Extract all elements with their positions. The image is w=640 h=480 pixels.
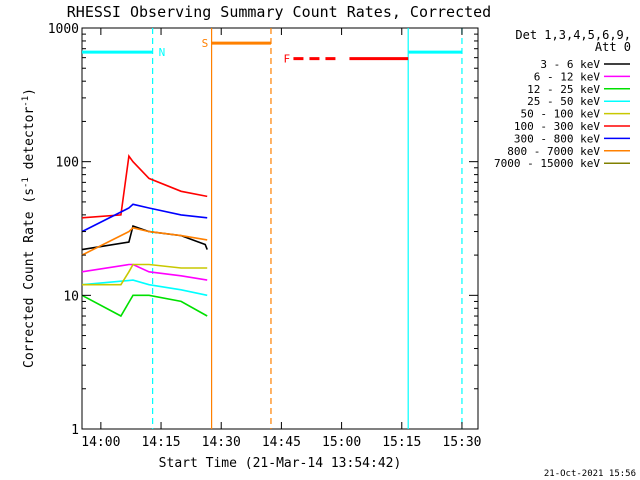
flag-label-f: F bbox=[283, 53, 290, 66]
y-tick-label: 10 bbox=[63, 289, 79, 304]
x-tick-label: 14:15 bbox=[141, 435, 180, 450]
series-line-2 bbox=[81, 294, 208, 318]
plot-frame bbox=[81, 27, 479, 430]
legend-header-detectors: Det 1,3,4,5,6,9, bbox=[515, 28, 631, 42]
y-axis-ticks: 1 10 100 1000 bbox=[48, 22, 478, 438]
legend-entry-label: 3 - 6 keV bbox=[540, 58, 600, 71]
legend-entry-label: 50 - 100 keV bbox=[521, 108, 601, 121]
flag-bars: N S F bbox=[82, 37, 462, 66]
y-axis-label-sup2: -1 bbox=[21, 96, 31, 107]
x-tick-label: 15:15 bbox=[382, 435, 421, 450]
legend-entry-label: 12 - 25 keV bbox=[527, 83, 600, 96]
legend-header-attenuator: Att 0 bbox=[595, 40, 631, 54]
y-tick-label: 100 bbox=[56, 156, 79, 171]
flag-label-n: N bbox=[159, 46, 166, 59]
x-tick-label: 14:00 bbox=[81, 435, 120, 450]
legend-entry-label: 6 - 12 keV bbox=[534, 70, 601, 83]
x-tick-label: 15:00 bbox=[322, 435, 361, 450]
series-line-5 bbox=[81, 154, 208, 219]
series-line-3 bbox=[81, 279, 208, 297]
legend-entry-label: 7000 - 15000 keV bbox=[494, 157, 600, 170]
series-lines bbox=[81, 154, 208, 318]
chart-title: RHESSI Observing Summary Count Rates, Co… bbox=[67, 3, 491, 21]
x-tick-label: 14:45 bbox=[262, 435, 301, 450]
flag-label-s: S bbox=[202, 37, 209, 50]
legend-entry-label: 100 - 300 keV bbox=[514, 120, 600, 133]
series-line-7 bbox=[81, 226, 208, 256]
x-axis-label: Start Time (21-Mar-14 13:54:42) bbox=[159, 456, 402, 471]
y-axis-label: Corrected Count Rate (s-1 detector-1) bbox=[21, 88, 37, 368]
y-axis-label-end: ) bbox=[22, 88, 37, 96]
series-line-4 bbox=[82, 263, 208, 286]
legend-entry-label: 800 - 7000 keV bbox=[507, 145, 600, 158]
x-tick-label: 14:30 bbox=[202, 435, 241, 450]
y-axis-label-start: Corrected Count Rate (s bbox=[22, 188, 37, 368]
y-axis-label-mid: detector bbox=[22, 107, 37, 178]
y-tick-label: 1000 bbox=[48, 22, 79, 37]
instrument-state-lines bbox=[152, 28, 463, 429]
footer-date: 21-Oct-2021 15:56 bbox=[544, 469, 636, 479]
legend-entry-label: 300 - 800 keV bbox=[514, 132, 600, 145]
series-line-1 bbox=[81, 263, 208, 281]
series-line-6 bbox=[81, 203, 208, 233]
legend-entry-label: 25 - 50 keV bbox=[527, 95, 600, 108]
x-tick-label: 15:30 bbox=[442, 435, 481, 450]
y-tick-label: 1 bbox=[71, 423, 79, 438]
y-axis-label-sup1: -1 bbox=[21, 177, 31, 188]
x-axis-ticks: 14:00 14:15 14:30 14:45 15:00 15:15 15:30 bbox=[81, 28, 482, 450]
